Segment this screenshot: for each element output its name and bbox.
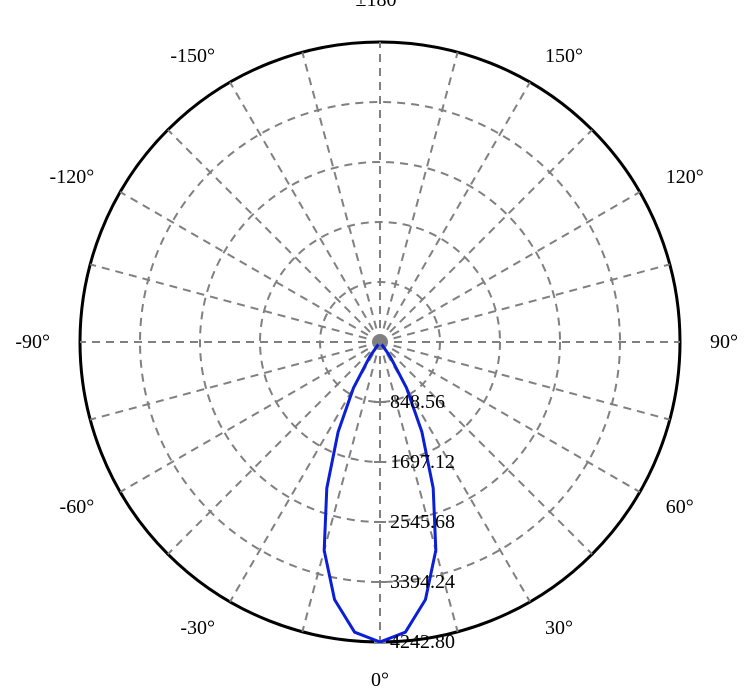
angle-label: -120° [50,166,95,188]
angle-label: 150° [545,45,583,67]
polar-chart: 848.56 1697.12 2545.68 3394.24 4242.80 ±180° -… [0,0,753,697]
angle-label: 90° [710,331,738,353]
angle-label: -30° [180,617,215,639]
angle-label: -90° [15,331,50,353]
angle-label: ±180° [356,0,405,11]
grid-spoke [380,192,640,342]
grid-spoke [302,52,380,342]
angle-label: 0° [371,669,389,691]
angle-label: -60° [60,496,95,518]
grid-spoke [380,264,670,342]
radial-label: 2545.68 [390,511,455,533]
radial-label: 1697.12 [390,451,455,473]
radial-label: 4242.80 [390,631,455,653]
grid-spoke [380,52,458,342]
radial-label: 848.56 [390,391,445,413]
grid-spoke [90,264,380,342]
grid-spoke [168,342,380,554]
grid-spoke [120,192,380,342]
grid-spoke [90,342,380,420]
grid-spoke [120,342,380,492]
grid-spoke [168,130,380,342]
angle-label: -150° [170,45,215,67]
angle-label: 120° [666,166,704,188]
angle-label: 60° [666,496,694,518]
radial-label: 3394.24 [390,571,455,593]
grid-spoke [302,342,380,632]
angle-label: 30° [545,617,573,639]
grid-spoke [230,82,380,342]
grid-spoke [380,82,530,342]
grid-spoke [380,130,592,342]
